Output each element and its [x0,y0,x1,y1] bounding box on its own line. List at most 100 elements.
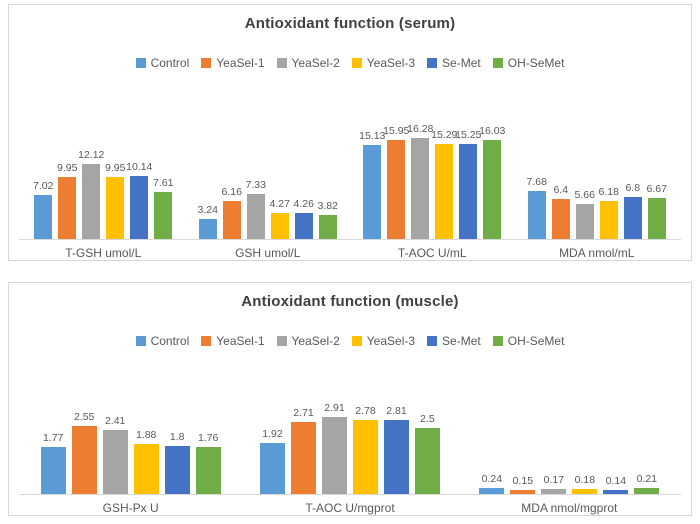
legend-swatch [492,58,503,68]
serum-chart-panel: Antioxidant function (serum) Control YeaS… [8,4,692,261]
bar-value-label: 2.55 [73,411,95,423]
bars: 1.92 2.71 2.91 2.78 2.81 2.5 [259,402,440,494]
bar-value-label: 6.67 [646,183,667,195]
legend-swatch [351,336,362,346]
legend-label: Se-Met [442,56,481,70]
x-axis-line [19,494,681,495]
bars: 7.02 9.95 12.12 9.95 10.14 7.61 [33,149,173,239]
bar: 10.14 [126,161,152,239]
chart-title: Antioxidant function (muscle) [241,293,459,310]
category-label: T-AOC U/mL [397,246,467,260]
legend-item: YeaSel-3 [351,56,416,70]
bar: 5.66 [575,189,595,239]
legend-label: Control [150,334,190,348]
bar-group: 15.13 15.95 16.28 15.29 15.25 16.03 [350,69,515,239]
bar-value-label: 1.8 [169,431,185,443]
bar: 7.61 [153,177,173,239]
bar: 1.77 [40,432,66,494]
bar: 7.02 [33,180,53,239]
legend-label: Control [150,56,190,70]
bar-value-label: 0.24 [481,473,503,485]
legend-item: Control [135,56,190,70]
category-label: MDA nmol/mL [559,246,635,260]
bar-value-label: 3.82 [317,200,338,212]
plot-area: 1.77 2.55 2.41 1.88 1.8 1.76 1.92 2.71 2.91 2.78 2… [9,347,691,494]
bar-value-label: 2.78 [355,405,376,417]
bar-value-label: 0.18 [574,474,596,486]
bar: 2.41 [102,415,128,494]
bar-value-label: 9.95 [105,162,126,174]
bar-value-label: 0.14 [605,475,627,487]
bar-value-label: 2.5 [420,413,435,425]
bar-value-label: 2.91 [324,402,345,414]
legend-item: YeaSel-3 [351,334,416,348]
bar: 15.29 [431,129,457,239]
muscle-chart-panel: Antioxidant function (muscle) Control Yea… [8,282,692,516]
bar: 2.91 [321,402,347,494]
bar-value-label: 3.24 [197,204,218,216]
x-axis-category-labels: GSH-Px U T-AOC U/mgprot MDA nmol/mgprot [9,495,691,515]
bar: 1.8 [164,431,190,494]
bar: 1.88 [133,429,159,494]
legend-label: YeaSel-3 [366,334,416,348]
bar: 4.26 [294,198,314,239]
legend-label: YeaSel-3 [366,56,416,70]
bar-value-label: 0.21 [636,473,658,485]
bar: 0.17 [541,474,567,494]
bar-value-label: 4.26 [293,198,314,210]
legend: Control YeaSel-1 YeaSel-2 YeaSel-3 Se-Met OH-… [9,56,691,70]
bar: 15.25 [455,129,481,239]
bar: 9.95 [57,162,77,239]
legend-label: YeaSel-2 [291,334,340,348]
legend-swatch [135,58,146,68]
bar-value-label: 0.15 [512,475,534,487]
bar-value-label: 16.03 [479,125,506,137]
legend-swatch [135,336,146,346]
category-label: T-GSH umol/L [65,246,142,260]
legend-label: YeaSel-1 [216,56,265,70]
legend-swatch [201,336,212,346]
bar: 0.15 [510,475,536,494]
bar: 16.28 [407,123,433,239]
legend-item: Se-Met [427,56,481,70]
bar-value-label: 1.92 [262,428,283,440]
bar-value-label: 1.77 [42,432,64,444]
bar: 6.4 [551,184,570,239]
bars: 3.24 6.16 7.33 4.27 4.26 3.82 [197,179,338,239]
bar-value-label: 2.81 [386,405,407,417]
bar: 7.33 [246,179,266,239]
legend-label: Se-Met [442,334,481,348]
bar-value-label: 6.16 [221,186,242,198]
legend-item: Se-Met [427,334,481,348]
bar: 3.82 [318,200,338,239]
bar: 2.5 [414,413,440,494]
bar-value-label: 0.17 [543,474,565,486]
bar: 6.16 [222,186,242,239]
bar-value-label: 7.33 [245,179,266,191]
bar: 4.27 [270,198,290,239]
x-axis-category-labels: T-GSH umol/L GSH umol/L T-AOC U/mL MDA nmol… [9,240,691,260]
bar-value-label: 15.29 [431,129,458,141]
bar-group: 7.68 6.4 5.66 6.18 6.8 6.67 [515,69,680,239]
bar-value-label: 6.18 [598,186,619,198]
bar-group: 7.02 9.95 12.12 9.95 10.14 7.61 [21,69,186,239]
bar-value-label: 9.95 [57,162,78,174]
bar: 1.76 [195,432,221,494]
bar-value-label: 4.27 [269,198,290,210]
legend-swatch [201,58,212,68]
bar-value-label: 1.88 [135,429,157,441]
legend-swatch [276,58,287,68]
bars: 0.24 0.15 0.17 0.18 0.14 0.21 [479,473,660,494]
bar: 6.18 [599,186,619,239]
bar: 6.8 [623,182,642,239]
bar-value-label: 5.66 [574,189,595,201]
category-label: MDA nmol/mgprot [521,501,618,515]
legend: Control YeaSel-1 YeaSel-2 YeaSel-3 Se-Met OH-… [9,334,691,348]
x-axis-line [19,239,681,240]
legend-swatch [351,58,362,68]
bars: 1.77 2.55 2.41 1.88 1.8 1.76 [40,411,221,494]
legend-item: OH-SeMet [492,56,564,70]
bar-value-label: 6.8 [625,182,641,194]
bar-value-label: 7.68 [526,176,547,188]
legend-item: OH-SeMet [492,334,564,348]
